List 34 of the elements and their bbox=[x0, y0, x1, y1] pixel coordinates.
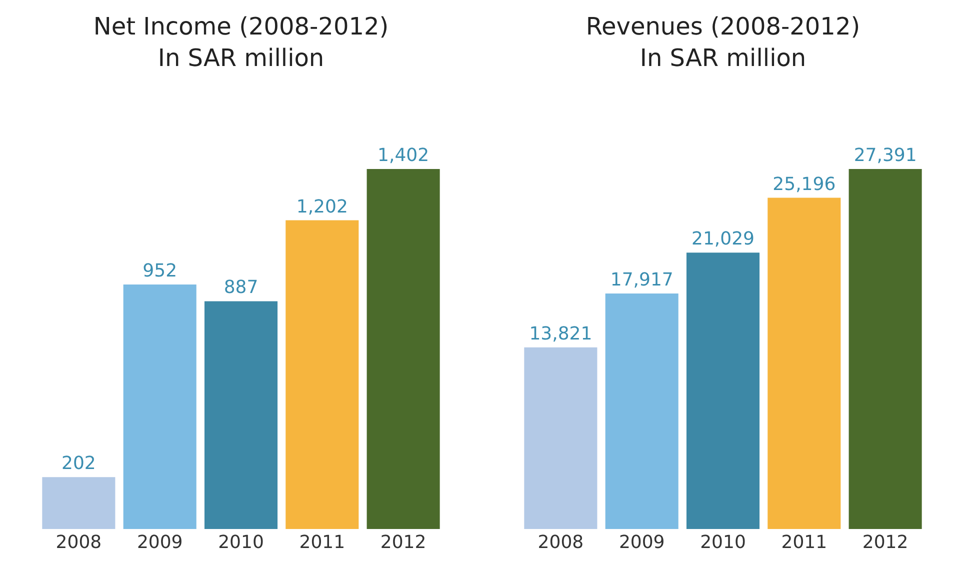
x-tick-label: 2012 bbox=[380, 532, 426, 553]
bar bbox=[366, 168, 440, 529]
data-label: 13,821 bbox=[529, 323, 592, 344]
bar bbox=[686, 252, 760, 529]
data-label: 952 bbox=[142, 260, 178, 282]
x-tick-label: 2008 bbox=[538, 532, 584, 553]
data-label: 25,196 bbox=[772, 174, 836, 195]
data-label: 1,402 bbox=[378, 144, 430, 166]
x-tick-label: 2010 bbox=[218, 532, 264, 553]
bar bbox=[204, 301, 278, 529]
data-label: 887 bbox=[224, 277, 258, 298]
x-tick-label: 2009 bbox=[136, 532, 183, 553]
chart-title: Net Income (2008-2012) bbox=[93, 12, 389, 41]
x-tick-label: 2011 bbox=[781, 532, 828, 553]
chart-subtitle: In SAR million bbox=[158, 44, 324, 72]
bar bbox=[286, 220, 359, 529]
x-tick-label: 2009 bbox=[618, 532, 665, 553]
bar bbox=[848, 168, 922, 529]
data-label: 202 bbox=[62, 453, 96, 474]
bar bbox=[123, 284, 196, 529]
bar bbox=[768, 198, 841, 529]
x-tick-label: 2011 bbox=[299, 532, 346, 553]
data-label: 1,202 bbox=[296, 196, 348, 218]
bar bbox=[42, 477, 116, 529]
x-tick-label: 2008 bbox=[56, 532, 102, 553]
data-label: 21,029 bbox=[692, 228, 754, 250]
chart-title: Revenues (2008-2012) bbox=[586, 12, 860, 41]
chart-subtitle: In SAR million bbox=[640, 44, 806, 72]
x-tick-label: 2012 bbox=[862, 532, 908, 553]
bar bbox=[605, 293, 678, 529]
data-label: 27,391 bbox=[854, 144, 917, 166]
x-tick-label: 2010 bbox=[700, 532, 746, 553]
data-label: 17,917 bbox=[610, 269, 674, 290]
bar bbox=[524, 347, 598, 529]
